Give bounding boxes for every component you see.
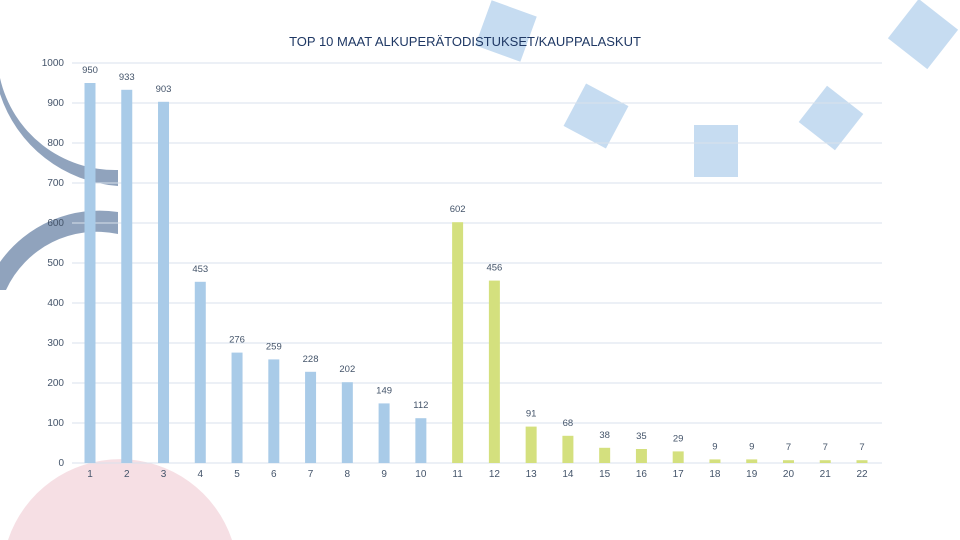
x-tick-label: 12 (489, 469, 501, 480)
data-labels: 950 933 903 453 276 259 228 202 149 112 602 456 91 68… (82, 65, 865, 453)
bar (488, 280, 500, 463)
data-label: 7 (786, 442, 791, 453)
data-label: 68 (563, 418, 574, 429)
data-label: 259 (266, 341, 282, 352)
x-tick-label: 9 (381, 469, 387, 480)
y-tick-label: 900 (47, 98, 64, 109)
bar (452, 222, 464, 463)
data-label: 933 (119, 72, 135, 83)
x-tick-label: 19 (746, 469, 758, 480)
bar (121, 89, 133, 464)
x-tick-label: 6 (271, 469, 277, 480)
bar (599, 447, 611, 463)
bar (268, 359, 280, 463)
x-tick-label: 18 (709, 469, 721, 480)
x-tick-label: 2 (124, 469, 130, 480)
bar (746, 459, 758, 463)
data-label: 7 (859, 442, 864, 453)
bar (635, 449, 647, 463)
x-tick-label: 7 (308, 469, 314, 480)
x-tick-label: 15 (599, 469, 611, 480)
data-label: 29 (673, 433, 684, 444)
x-tick-label: 11 (452, 469, 463, 480)
decorative-circle-pink (8, 459, 232, 540)
y-tick-label: 600 (47, 218, 64, 229)
y-tick-label: 200 (47, 378, 64, 389)
data-label: 149 (376, 385, 392, 396)
data-label: 91 (526, 409, 537, 420)
x-tick-label: 20 (783, 469, 795, 480)
data-label: 9 (749, 441, 754, 452)
bar (378, 403, 390, 463)
x-tick-label: 5 (234, 469, 240, 480)
decorative-square-3 (563, 83, 629, 149)
y-tick-label: 1000 (42, 58, 65, 69)
bar (782, 460, 794, 463)
x-tick-label: 8 (345, 469, 351, 480)
data-label: 950 (82, 65, 98, 76)
decorative-arc-upper (0, 78, 118, 186)
chart-title: TOP 10 MAAT ALKUPERÄTODISTUKSET/KAUPPALA… (289, 34, 641, 49)
data-label: 38 (599, 430, 610, 441)
x-tick-label: 17 (673, 469, 685, 480)
bar (672, 451, 684, 463)
bar (525, 426, 537, 463)
y-tick-label: 400 (47, 298, 64, 309)
bar (158, 101, 170, 464)
bar (709, 459, 721, 463)
bar (194, 281, 206, 463)
bars (84, 83, 868, 464)
decorative-square-1 (475, 0, 537, 62)
data-label: 202 (339, 364, 355, 375)
data-label: 903 (156, 84, 172, 95)
decorative-square-5 (694, 125, 738, 177)
data-label: 602 (450, 204, 466, 215)
y-axis-ticks: 0 100 200 300 400 500 600 700 800 900 1000 (42, 58, 65, 469)
data-label: 276 (229, 335, 245, 346)
bar (84, 83, 96, 463)
x-tick-label: 13 (526, 469, 538, 480)
y-tick-label: 700 (47, 178, 64, 189)
decorative-square-4 (798, 85, 864, 151)
bar (819, 460, 831, 463)
x-tick-label: 10 (415, 469, 427, 480)
bar (856, 460, 868, 463)
x-tick-label: 16 (636, 469, 648, 480)
data-label: 9 (712, 441, 717, 452)
data-label: 35 (636, 431, 647, 442)
x-axis-ticks: 1 2 3 4 5 6 7 8 9 10 11 12 13 14 15 16 17 18 19 20 21 22 (87, 469, 868, 480)
y-tick-label: 0 (58, 458, 64, 469)
y-tick-label: 300 (47, 338, 64, 349)
data-label: 228 (303, 354, 319, 365)
data-label: 453 (192, 264, 208, 275)
bar (562, 435, 574, 463)
x-tick-label: 21 (820, 469, 832, 480)
y-tick-label: 500 (47, 258, 64, 269)
x-tick-label: 3 (161, 469, 167, 480)
x-tick-label: 1 (87, 469, 93, 480)
bar (305, 371, 317, 463)
data-label: 7 (823, 442, 828, 453)
bar (341, 382, 353, 463)
x-tick-label: 4 (198, 469, 204, 480)
bar (415, 418, 427, 463)
y-tick-label: 100 (47, 418, 64, 429)
bar (231, 352, 243, 463)
data-label: 456 (486, 263, 502, 274)
x-tick-label: 22 (856, 469, 868, 480)
y-tick-label: 800 (47, 138, 64, 149)
decorative-square-2 (887, 0, 959, 70)
x-tick-label: 14 (562, 469, 574, 480)
data-label: 112 (413, 400, 428, 411)
